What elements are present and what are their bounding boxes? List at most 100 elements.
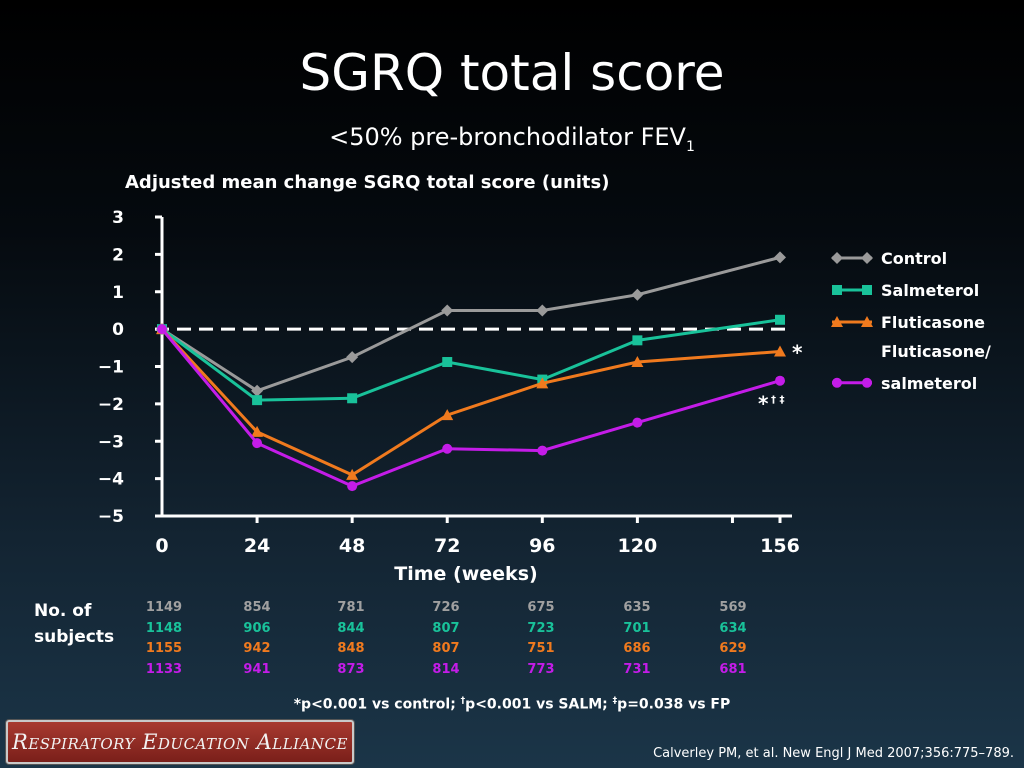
subjects-count-cell: 634 bbox=[719, 620, 747, 636]
x-tick-label: 96 bbox=[529, 535, 555, 557]
citation: Calverley PM, et al. New Engl J Med 2007… bbox=[653, 746, 1014, 761]
subjects-count-cell: 848 bbox=[337, 641, 365, 656]
significance-asterisk: * bbox=[758, 392, 769, 416]
data-point-fluticasone bbox=[346, 468, 359, 480]
subjects-count-cell: 723 bbox=[527, 620, 555, 636]
data-point-control bbox=[441, 304, 454, 317]
subjects-count-cell: 807 bbox=[432, 641, 460, 656]
data-point-salmeterol bbox=[252, 395, 263, 406]
subjects-label: No. of subjects bbox=[34, 598, 114, 650]
footnote-sup1: † bbox=[460, 696, 466, 706]
y-tick-label: −5 bbox=[98, 507, 124, 527]
subjects-label-line1: No. of bbox=[34, 601, 92, 621]
legend-label: Fluticasone/ bbox=[881, 342, 991, 361]
subjects-count-cell: 1149 bbox=[145, 600, 183, 615]
data-point-salmeterol bbox=[347, 393, 358, 404]
data-point-fluticasone bbox=[536, 377, 549, 389]
significance-asterisk: * bbox=[792, 341, 803, 365]
subjects-label-line2: subjects bbox=[34, 627, 115, 647]
subjects-count-cell: 773 bbox=[527, 661, 555, 677]
series-line-control bbox=[161, 255, 781, 393]
data-point-control bbox=[536, 304, 549, 317]
subjects-count-cell: 629 bbox=[719, 641, 747, 656]
legend-marker bbox=[832, 285, 842, 295]
subtitle-text: <50% pre-bronchodilator FEV bbox=[329, 123, 686, 151]
y-tick-label: −1 bbox=[98, 358, 124, 378]
legend-marker bbox=[831, 316, 843, 327]
significance-superscript: † ‡ bbox=[771, 395, 784, 406]
subjects-count-cell: 941 bbox=[243, 661, 271, 677]
subjects-count-cell: 726 bbox=[432, 600, 460, 615]
legend-marker bbox=[861, 316, 873, 327]
legend-marker bbox=[862, 377, 872, 388]
y-tick-label: −4 bbox=[98, 470, 124, 490]
footnote-sup2: ‡ bbox=[612, 696, 618, 706]
data-point-fluticasone bbox=[251, 425, 264, 437]
subjects-count-cell: 1155 bbox=[145, 641, 183, 656]
data-point-salmeterol bbox=[442, 357, 453, 368]
subjects-count-cell: 731 bbox=[623, 661, 651, 677]
subjects-count-cell: 854 bbox=[243, 600, 271, 615]
subjects-count-cell: 701 bbox=[623, 620, 651, 636]
subjects-count-cell: 1148 bbox=[145, 620, 183, 636]
data-point-control bbox=[774, 251, 786, 264]
subjects-count-cell: 751 bbox=[527, 641, 555, 656]
subjects-count-cell: 942 bbox=[243, 641, 271, 656]
data-point-fluticasone bbox=[774, 345, 786, 357]
y-tick-label: 1 bbox=[112, 283, 124, 303]
x-tick-label: 156 bbox=[760, 535, 800, 557]
respiratory-education-alliance-logo: Respiratory Education Alliance bbox=[6, 720, 354, 764]
footnote-part1: *p<0.001 vs control; bbox=[293, 696, 461, 713]
subtitle-subscript: 1 bbox=[685, 138, 695, 155]
y-tick-label: 3 bbox=[112, 208, 124, 228]
legend-label: Fluticasone bbox=[881, 313, 985, 332]
y-tick-label: 0 bbox=[112, 320, 124, 340]
subjects-count-cell: 569 bbox=[719, 600, 747, 615]
data-point-control bbox=[631, 288, 644, 301]
subjects-count-cell: 814 bbox=[432, 661, 460, 677]
subjects-count-cell: 635 bbox=[623, 600, 651, 615]
slide-title: SGRQ total score bbox=[299, 44, 725, 102]
data-point-control bbox=[346, 351, 359, 364]
subjects-count-cell: 1133 bbox=[145, 661, 183, 677]
sgrq-line-chart: 3 2 1 0 −1 −2 −3 −4 −5 0 24 48 72 96 120 156 Time (weeks… bbox=[98, 208, 991, 585]
legend-marker bbox=[862, 285, 872, 295]
subjects-count-cell: 844 bbox=[337, 620, 365, 636]
legend-label: Salmeterol bbox=[881, 281, 979, 300]
subjects-count-cell: 873 bbox=[337, 661, 365, 677]
subjects-count-cell: 681 bbox=[719, 661, 747, 677]
subjects-count-cell: 906 bbox=[243, 620, 271, 636]
footnote-part2: p<0.001 vs SALM; bbox=[465, 696, 613, 713]
data-point-fluticasone-salmeterol bbox=[347, 481, 358, 492]
subjects-count-cell: 807 bbox=[432, 620, 460, 636]
data-point-fluticasone-salmeterol bbox=[775, 375, 785, 386]
legend-label: salmeterol bbox=[881, 374, 977, 393]
data-point-fluticasone-salmeterol bbox=[442, 443, 453, 454]
x-axis-label: Time (weeks) bbox=[394, 563, 537, 585]
legend-marker bbox=[832, 377, 842, 388]
x-tick-label: 24 bbox=[244, 535, 270, 557]
subjects-count-cell: 675 bbox=[527, 600, 555, 615]
footnote: *p<0.001 vs control; †p<0.001 vs SALM; ‡… bbox=[0, 696, 1024, 713]
data-point-control bbox=[251, 384, 264, 397]
data-point-fluticasone bbox=[441, 409, 454, 421]
y-tick-label: −3 bbox=[98, 432, 124, 452]
legend-marker bbox=[831, 252, 843, 264]
data-point-fluticasone-salmeterol bbox=[252, 438, 263, 449]
legend-label: Control bbox=[881, 249, 947, 268]
x-tick-label: 48 bbox=[339, 535, 365, 557]
data-point-fluticasone-salmeterol bbox=[537, 445, 548, 456]
subjects-count-cell: 686 bbox=[623, 641, 651, 656]
slide-subtitle: <50% pre-bronchodilator FEV1 bbox=[0, 124, 1024, 155]
y-tick-label: 2 bbox=[112, 245, 124, 265]
footnote-part3: p=0.038 vs FP bbox=[617, 696, 731, 713]
data-point-fluticasone-salmeterol bbox=[632, 417, 643, 428]
x-tick-label: 120 bbox=[618, 535, 658, 557]
y-tick-label: −2 bbox=[98, 395, 124, 415]
data-point-salmeterol bbox=[632, 335, 643, 346]
data-point-fluticasone bbox=[631, 356, 644, 368]
x-tick-label: 72 bbox=[434, 535, 460, 557]
y-axis-label: Adjusted mean change SGRQ total score (u… bbox=[125, 172, 610, 193]
x-tick-label: 0 bbox=[155, 535, 168, 557]
data-point-salmeterol bbox=[775, 314, 785, 325]
